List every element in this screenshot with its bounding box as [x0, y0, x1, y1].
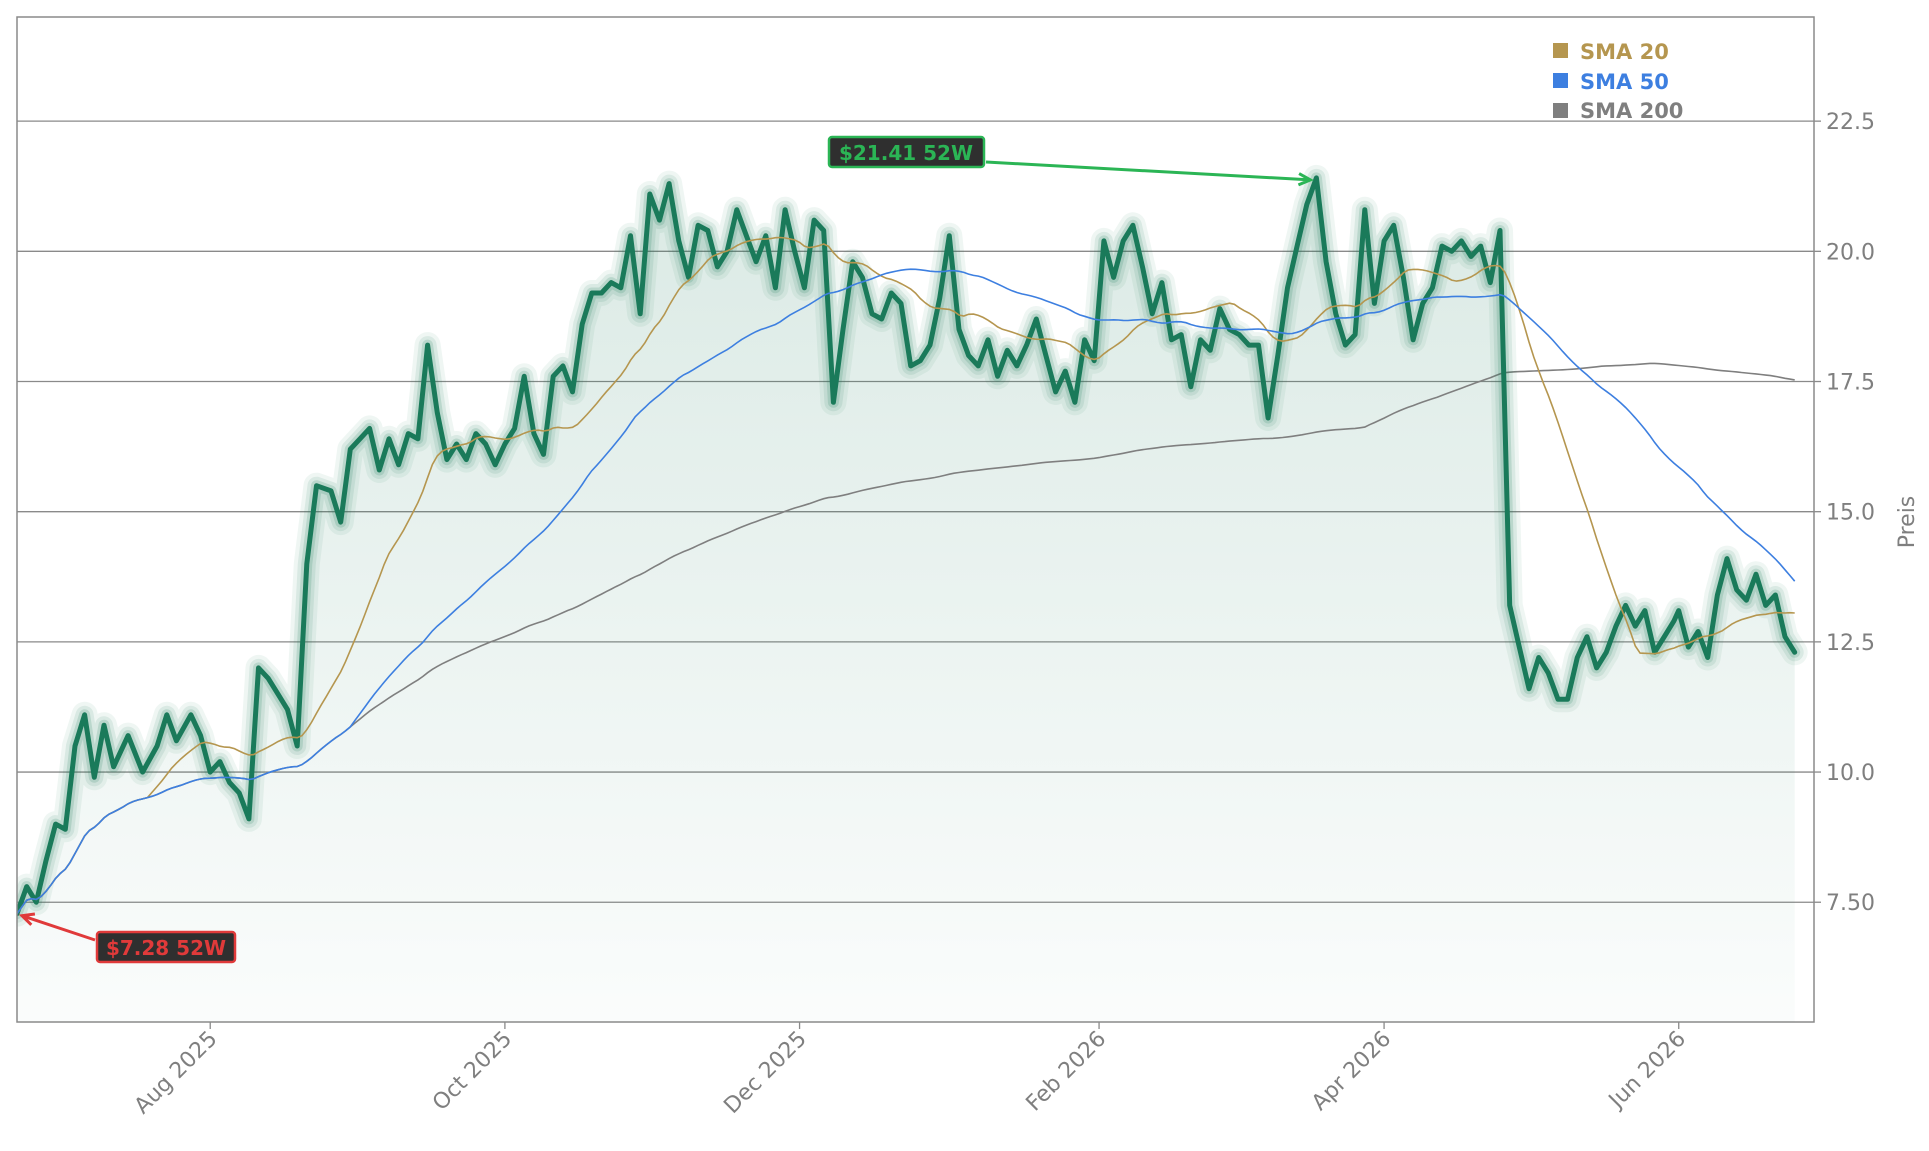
y-tick-label-1: 10.0 [1826, 761, 1875, 786]
y-tick-label-6: 22.5 [1826, 110, 1875, 135]
price-line [17, 175, 1798, 917]
y-tick-label-5: 20.0 [1826, 240, 1875, 265]
y-tick-label-2: 12.5 [1826, 631, 1875, 656]
legend-label-sma50: SMA 50 [1580, 70, 1669, 94]
y-axis-label: Preis [1895, 496, 1920, 549]
low-label-box [95, 930, 237, 964]
x-tick-label-4: Apr 2026 [1307, 1027, 1396, 1116]
legend: SMA 20 SMA 50 SMA 200 [1553, 40, 1683, 123]
plot-frame [16, 16, 1815, 1023]
high-arrow [985, 160, 1314, 187]
y-tick-label-0: 7.50 [1826, 891, 1875, 916]
sma20-line [17, 236, 1795, 915]
high-label-text: $21.41 52W [839, 141, 973, 165]
x-tick-label-5: Jun 2026 [1603, 1027, 1691, 1115]
y-tick-label-4: 17.5 [1826, 371, 1875, 396]
x-tick-label-3: Feb 2026 [1022, 1027, 1112, 1117]
legend-swatch-sma200 [1553, 103, 1568, 118]
legend-label-sma200: SMA 200 [1580, 99, 1683, 123]
annotation-52w-high: $21.41 52W [827, 135, 1314, 187]
x-tick-label-2: Dec 2025 [719, 1027, 811, 1119]
x-axis: Aug 2025 Oct 2025 Dec 2025 Feb 2026 Apr 2026… [130, 1022, 1691, 1119]
sma50-line [17, 268, 1796, 915]
legend-swatch-sma50 [1553, 73, 1568, 88]
y-tick-label-3: 15.0 [1826, 501, 1875, 526]
x-tick-label-1: Oct 2025 [428, 1027, 517, 1116]
high-label-box [827, 135, 986, 169]
low-label-text: $7.28 52W [106, 936, 226, 960]
y-axis: 7.50 10.0 12.5 15.0 17.5 20.0 22.5 [1814, 110, 1875, 916]
low-arrow [18, 912, 96, 942]
legend-swatch-sma20 [1553, 43, 1568, 58]
price-area-fill [17, 177, 1795, 1022]
annotation-52w-low: $7.28 52W [18, 912, 237, 964]
x-tick-label-0: Aug 2025 [130, 1027, 223, 1120]
legend-label-sma20: SMA 20 [1580, 40, 1669, 64]
